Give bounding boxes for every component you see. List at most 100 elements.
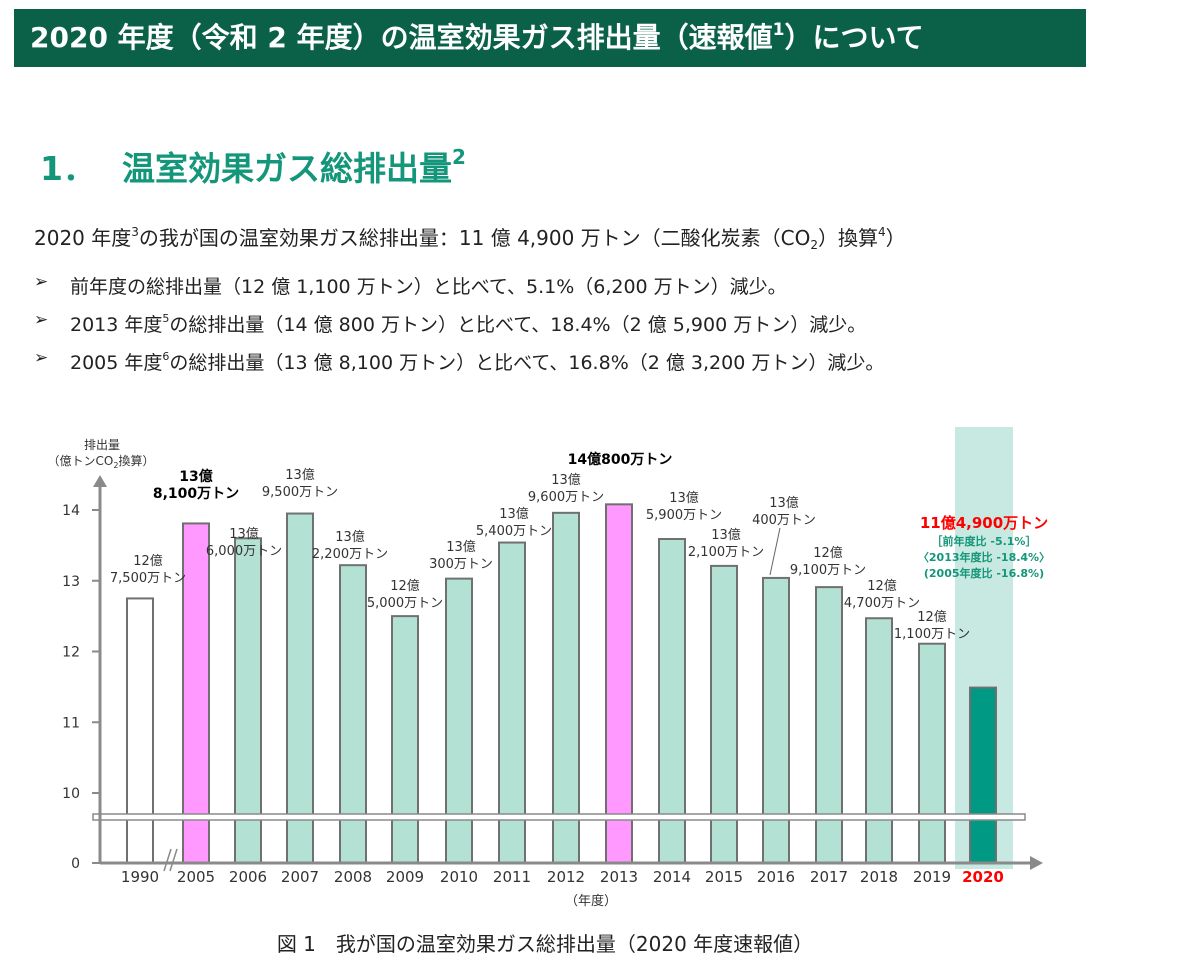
list-item-text: 2005 年度6の総排出量（13 億 8,100 万トン）と比べて、16.8%（… (70, 348, 884, 375)
data-label-2020-prev-year: ［前年度比 -5.1%］ (932, 534, 1037, 548)
x-tick-label: 2008 (334, 868, 372, 886)
data-label-2005: 8,100万トン (153, 486, 239, 502)
data-label-2018: 12億 (867, 578, 897, 594)
x-tick-label: 2018 (860, 868, 898, 886)
data-label-2006: 6,000万トン (206, 544, 282, 559)
bar-2011 (498, 541, 526, 864)
y-axis-unit: （億トンCO2換算） (48, 453, 155, 470)
data-label-2012: 13億 (551, 472, 581, 488)
data-label-2007: 9,500万トン (262, 485, 338, 500)
data-label-2014: 13億 (669, 490, 699, 506)
data-label-2020: 11億4,900万トン (920, 514, 1048, 532)
list-item-footnote-ref: 5 (162, 312, 170, 325)
list-item-pre: 2005 年度 (70, 352, 163, 374)
label-leader-line (769, 527, 781, 576)
data-label-2019: 12億 (917, 609, 947, 625)
data-label-2014: 5,900万トン (646, 508, 722, 523)
x-tick-label: 2005 (177, 868, 215, 886)
bar-2014 (658, 538, 686, 864)
list-item-post: の総排出量（13 億 8,100 万トン）と比べて、16.8%（2 億 3,20… (169, 352, 885, 374)
x-axis-title: （年度） (565, 893, 617, 909)
x-tick-label: 2011 (493, 868, 531, 886)
x-tick-label: 2014 (653, 868, 691, 886)
x-tick-label: 2009 (386, 868, 424, 886)
data-label-2010: 300万トン (429, 557, 493, 572)
x-tick-label: 2020 (962, 868, 1004, 886)
data-label-2010: 13億 (446, 539, 476, 555)
data-label-2011: 5,400万トン (476, 524, 552, 539)
summary-footnote-ref-2: 4 (878, 225, 886, 239)
summary-post: ）換算 (818, 226, 879, 250)
list-item-text: 2013 年度5の総排出量（14 億 800 万トン）と比べて、18.4%（2 … (70, 310, 866, 337)
data-label-2007: 13億 (285, 467, 315, 483)
summary-pre: 2020 年度 (34, 226, 132, 250)
y-tick-label: 13 (62, 574, 80, 590)
bar-2007 (286, 512, 314, 864)
x-tick-label: 2015 (705, 868, 743, 886)
bar-1990 (126, 597, 154, 864)
data-label-2011: 13億 (499, 506, 529, 522)
list-item-post: の総排出量（14 億 800 万トン）と比べて、18.4%（2 億 5,900 … (169, 314, 867, 336)
data-label-1990: 7,500万トン (110, 571, 186, 586)
y-tick-label: 10 (62, 786, 80, 802)
data-label-2008: 2,200万トン (312, 547, 388, 562)
data-label-2012: 9,600万トン (528, 490, 604, 505)
section-footnote-ref: 2 (451, 145, 466, 169)
arrow-bullet-icon: ➢ (34, 310, 49, 330)
data-label-2018: 4,700万トン (844, 596, 920, 611)
list-item-text: 前年度の総排出量（12 億 1,100 万トン）と比べて、5.1%（6,200 … (70, 272, 787, 299)
data-label-2019: 1,100万トン (894, 627, 970, 642)
bar-2019 (918, 642, 946, 864)
bar-2020 (969, 686, 997, 864)
x-tick-label: 2007 (281, 868, 319, 886)
data-label-2009: 5,000万トン (367, 596, 443, 611)
summary-mid: の我が国の温室効果ガス総排出量：11 億 4,900 万トン（二酸化炭素（CO (138, 226, 811, 250)
axis-break-band (92, 813, 1026, 821)
banner-footnote-ref: 1 (772, 20, 785, 40)
data-label-2016: 400万トン (752, 513, 816, 528)
y-axis-arrow-icon (93, 475, 107, 487)
x-tick-label: 2019 (913, 868, 951, 886)
data-label-1990: 12億 (133, 553, 163, 569)
data-label-2016: 13億 (769, 495, 799, 511)
x-tick-label: 1990 (121, 868, 159, 886)
summary-end: ） (885, 226, 906, 250)
y-axis-title: 排出量 (84, 438, 120, 452)
y-tick-label: 14 (62, 503, 80, 519)
section-number: 1． (40, 149, 96, 188)
data-label-2020-vs-2005: (2005年度比 -16.8%) (924, 566, 1044, 580)
data-label-2015: 2,100万トン (688, 545, 764, 560)
summary-subscript: 2 (810, 238, 819, 252)
data-label-2005: 13億 (179, 468, 212, 485)
x-tick-label: 2017 (810, 868, 848, 886)
section-heading: 1． 温室効果ガス総排出量2 (40, 142, 466, 192)
x-tick-label: 2006 (229, 868, 267, 886)
page-banner: 2020 年度（令和 2 年度）の温室効果ガス排出量（速報値1）について (14, 9, 1086, 67)
banner-title: 2020 年度（令和 2 年度）の温室効果ガス排出量（速報値 (30, 21, 773, 54)
list-item-footnote-ref: 6 (162, 350, 170, 363)
y-tick-label: 12 (62, 645, 80, 661)
arrow-bullet-icon: ➢ (34, 348, 49, 368)
bar-2013 (605, 503, 633, 864)
section-title: 温室効果ガス総排出量 (121, 149, 452, 188)
bar-2018 (865, 617, 893, 864)
bar-2017 (815, 586, 843, 864)
banner-title-end: ）について (784, 21, 924, 54)
x-break-mark (163, 848, 172, 872)
data-label-2006: 13億 (229, 526, 259, 542)
x-tick-label: 2016 (757, 868, 795, 886)
arrow-bullet-icon: ➢ (34, 272, 49, 292)
data-label-2015: 13億 (711, 527, 741, 543)
x-tick-label: 2012 (547, 868, 585, 886)
bar-2012 (552, 511, 580, 865)
x-axis-arrow-icon (1030, 856, 1043, 870)
data-label-2017: 12億 (813, 545, 843, 561)
data-label-2020-vs-2013: 〈2013年度比 -18.4%〉 (918, 550, 1050, 564)
data-label-2017: 9,100万トン (790, 563, 866, 578)
x-tick-label: 2013 (600, 868, 638, 886)
figure-caption: 図 1 我が国の温室効果ガス総排出量（2020 年度速報値） (276, 932, 814, 956)
emission-summary: 2020 年度3の我が国の温室効果ガス総排出量：11 億 4,900 万トン（二… (34, 222, 906, 251)
y-tick-label: 0 (71, 856, 80, 872)
bar-2009 (391, 615, 419, 864)
list-item-pre: 前年度の総排出量（12 億 1,100 万トン）と比べて、5.1%（6,200 … (70, 276, 787, 298)
